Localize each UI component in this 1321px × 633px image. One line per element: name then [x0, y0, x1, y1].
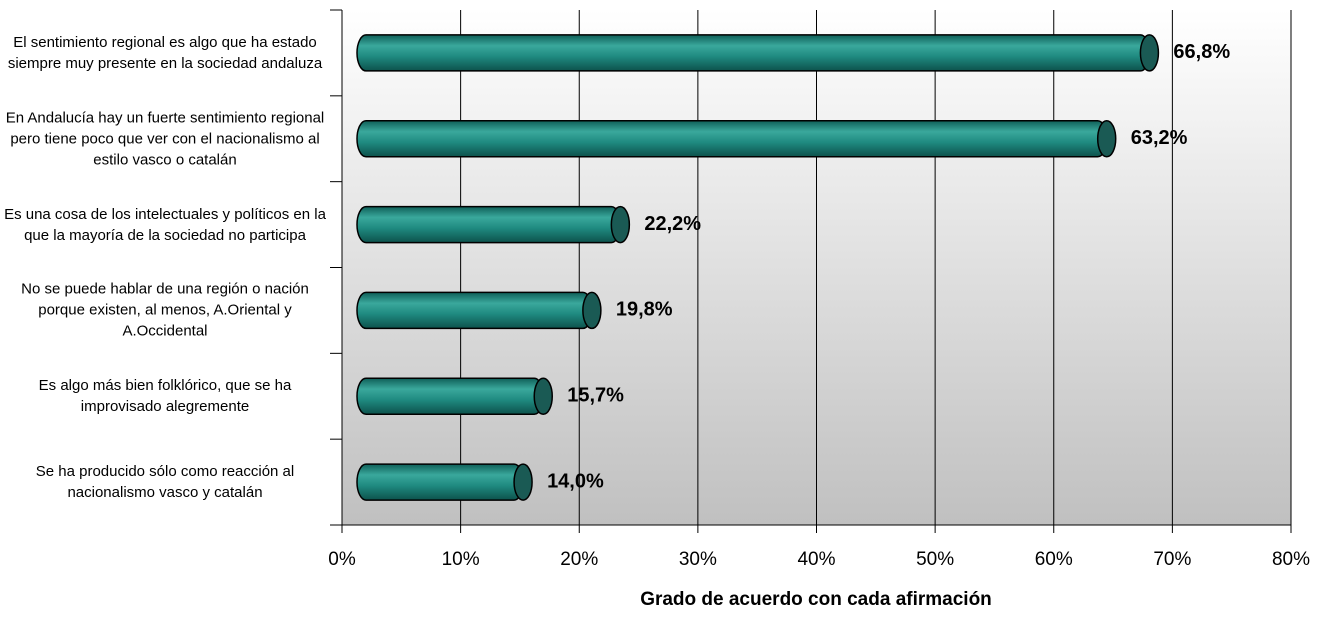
bar-cap	[533, 377, 553, 415]
bar-cap	[610, 205, 631, 244]
x-axis-title: Grado de acuerdo con cada afirmación	[640, 589, 992, 610]
value-label: 22,2%	[644, 213, 701, 235]
x-tick-label: 20%	[560, 549, 598, 570]
bar	[356, 34, 1151, 72]
bar	[356, 377, 544, 415]
x-tick-label: 70%	[1153, 549, 1191, 570]
x-tick-label: 0%	[328, 549, 356, 570]
value-label: 63,2%	[1131, 127, 1188, 149]
x-tick-label: 40%	[797, 549, 835, 570]
y-tick-label: Se ha producido sólo como reacción al na…	[35, 463, 295, 502]
value-label: 14,0%	[547, 470, 604, 492]
x-tick-label: 50%	[916, 549, 954, 570]
y-tick-label: En Andalucía hay un fuerte sentimiento r…	[5, 109, 325, 169]
value-label: 15,7%	[567, 385, 624, 407]
y-tick-label: Es algo más bien folklórico, que se ha i…	[38, 377, 292, 416]
bar	[356, 205, 622, 244]
value-label: 66,8%	[1173, 41, 1230, 63]
value-label: 19,8%	[616, 299, 673, 321]
bar-cap	[582, 291, 602, 330]
y-tick-label: No se puede hablar de una región o nació…	[21, 280, 309, 340]
x-tick-label: 80%	[1272, 549, 1310, 570]
y-tick-label: Es una cosa de los intelectuales y polít…	[4, 205, 326, 244]
bar-cap	[1096, 120, 1117, 158]
bar	[356, 120, 1108, 158]
y-tick-label: El sentimiento regional es algo que ha e…	[7, 33, 323, 72]
bar-cap	[513, 463, 533, 501]
bar	[356, 463, 524, 501]
x-tick-label: 60%	[1035, 549, 1073, 570]
bar	[356, 291, 593, 330]
bar-cap	[1139, 34, 1160, 72]
x-tick-label: 10%	[442, 549, 480, 570]
x-tick-label: 30%	[679, 549, 717, 570]
